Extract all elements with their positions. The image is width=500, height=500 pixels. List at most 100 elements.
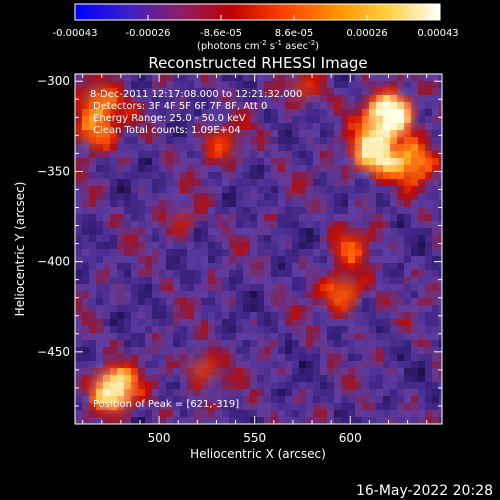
heatmap-cell	[404, 200, 412, 208]
heatmap-cell	[285, 375, 293, 383]
heatmap-cell	[166, 207, 174, 215]
heatmap-cell	[124, 144, 132, 152]
heatmap-cell	[327, 228, 335, 236]
heatmap-cell	[432, 102, 440, 110]
heatmap-cell	[250, 228, 258, 236]
heatmap-cell	[313, 81, 321, 89]
heatmap-cell	[82, 172, 90, 180]
heatmap-cell	[327, 277, 335, 285]
heatmap-cell	[285, 179, 293, 187]
heatmap-cell	[425, 228, 433, 236]
heatmap-cell	[138, 123, 146, 131]
heatmap-cell	[159, 158, 167, 166]
heatmap-cell	[222, 165, 230, 173]
heatmap-cell	[390, 228, 398, 236]
heatmap-cell	[194, 123, 202, 131]
heatmap-cell	[439, 298, 442, 306]
heatmap-cell	[257, 200, 265, 208]
heatmap-cell	[411, 228, 419, 236]
heatmap-cell	[229, 298, 237, 306]
heatmap-cell	[334, 200, 342, 208]
heatmap-cell	[418, 291, 426, 299]
heatmap-cell	[439, 158, 442, 166]
heatmap-cell	[383, 410, 391, 418]
heatmap-cell	[299, 172, 307, 180]
heatmap-cell	[327, 368, 335, 376]
heatmap-cell	[236, 319, 244, 327]
heatmap-cell	[201, 312, 209, 320]
heatmap-cell	[229, 158, 237, 166]
heatmap-cell	[355, 221, 363, 229]
heatmap-cell	[341, 382, 349, 390]
heatmap-cell	[425, 361, 433, 369]
heatmap-cell	[292, 396, 300, 404]
heatmap-cell	[404, 95, 412, 103]
heatmap-cell	[173, 158, 181, 166]
heatmap-cell	[397, 221, 405, 229]
heatmap-cell	[96, 333, 104, 341]
heatmap-cell	[138, 270, 146, 278]
heatmap-cell	[180, 144, 188, 152]
heatmap-cell	[187, 179, 195, 187]
heatmap-cell	[439, 277, 442, 285]
heatmap-cell	[432, 319, 440, 327]
heatmap-cell	[271, 228, 279, 236]
heatmap-cell	[278, 179, 286, 187]
heatmap-cell	[425, 347, 433, 355]
heatmap-cell	[138, 382, 146, 390]
heatmap-cell	[89, 312, 97, 320]
heatmap-cell	[355, 354, 363, 362]
heatmap-cell	[404, 186, 412, 194]
heatmap-cell	[362, 200, 370, 208]
heatmap-cell	[124, 270, 132, 278]
heatmap-cell	[334, 186, 342, 194]
heatmap-cell	[194, 88, 202, 96]
heatmap-cell	[313, 179, 321, 187]
heatmap-cell	[390, 221, 398, 229]
heatmap-cell	[201, 340, 209, 348]
heatmap-cell	[299, 284, 307, 292]
heatmap-cell	[131, 214, 139, 222]
heatmap-cell	[194, 137, 202, 145]
heatmap-cell	[75, 109, 83, 117]
heatmap-blob	[353, 133, 394, 174]
heatmap-cell	[404, 403, 412, 411]
heatmap-cell	[75, 88, 83, 96]
heatmap-cell	[145, 193, 153, 201]
heatmap-cell	[208, 326, 216, 334]
heatmap-cell	[145, 249, 153, 257]
heatmap-cell	[152, 368, 160, 376]
heatmap-cell	[425, 116, 433, 124]
heatmap-cell	[89, 207, 97, 215]
heatmap-cell	[432, 109, 440, 117]
heatmap-cell	[208, 347, 216, 355]
heatmap-cell	[236, 165, 244, 173]
heatmap-cell	[264, 172, 272, 180]
heatmap-cell	[334, 151, 342, 159]
heatmap-cell	[432, 214, 440, 222]
heatmap-cell	[250, 130, 258, 138]
heatmap-cell	[383, 291, 391, 299]
heatmap-cell	[215, 368, 223, 376]
heatmap-cell	[292, 382, 300, 390]
heatmap-cell	[292, 389, 300, 397]
heatmap-cell	[285, 116, 293, 124]
heatmap-cell	[285, 221, 293, 229]
heatmap-cell	[222, 116, 230, 124]
heatmap-cell	[292, 368, 300, 376]
heatmap-cell	[334, 410, 342, 418]
heatmap-cell	[334, 270, 342, 278]
heatmap-cell	[194, 305, 202, 313]
heatmap-cell	[362, 235, 370, 243]
heatmap-cell	[369, 340, 377, 348]
heatmap-cell	[334, 228, 342, 236]
heatmap-cell	[159, 116, 167, 124]
heatmap-cell	[439, 151, 442, 159]
heatmap-cell	[96, 221, 104, 229]
heatmap-cell	[208, 207, 216, 215]
peak-position-annotation: Position of Peak = [621,-319]	[93, 399, 239, 410]
heatmap-cell	[397, 193, 405, 201]
heatmap-cell	[166, 389, 174, 397]
heatmap-cell	[292, 137, 300, 145]
heatmap-cell	[82, 298, 90, 306]
